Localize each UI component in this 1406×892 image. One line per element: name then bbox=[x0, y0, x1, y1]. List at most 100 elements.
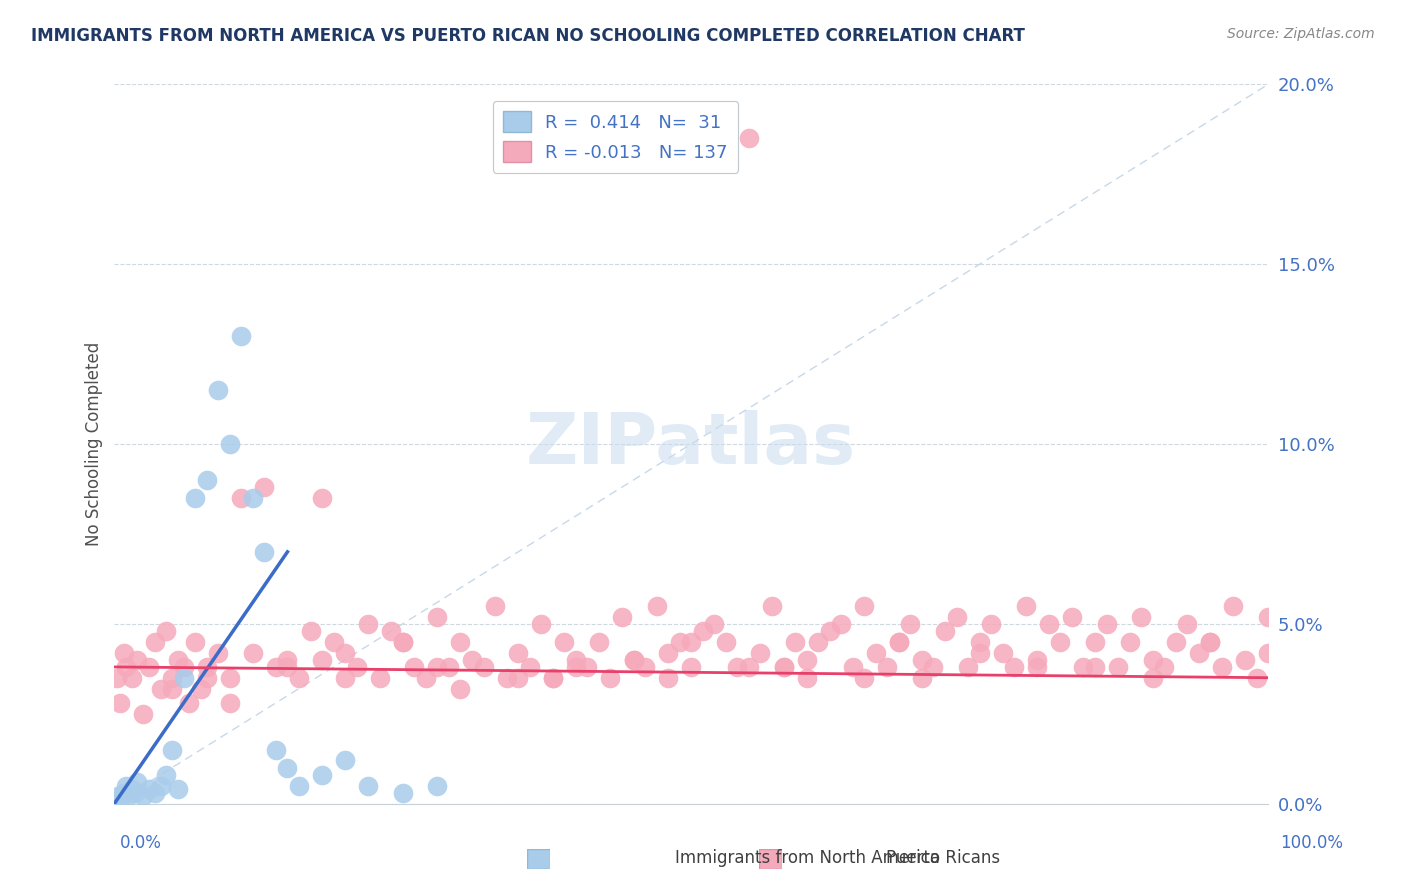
Point bbox=[231, 491, 253, 505]
Point bbox=[565, 660, 588, 674]
Point bbox=[911, 671, 934, 685]
Point bbox=[124, 786, 146, 800]
Text: Source: ZipAtlas.com: Source: ZipAtlas.com bbox=[1227, 27, 1375, 41]
Point bbox=[311, 491, 333, 505]
Point bbox=[1049, 634, 1071, 648]
Point bbox=[969, 646, 991, 660]
Point bbox=[623, 653, 645, 667]
Point bbox=[149, 681, 172, 696]
Point bbox=[623, 653, 645, 667]
Point bbox=[818, 624, 841, 638]
Point bbox=[167, 653, 190, 667]
Point bbox=[922, 660, 945, 674]
Point bbox=[495, 671, 517, 685]
Point bbox=[1060, 609, 1083, 624]
Point bbox=[853, 671, 876, 685]
Point bbox=[1164, 634, 1187, 648]
Point bbox=[138, 782, 160, 797]
Point bbox=[565, 653, 588, 667]
Point bbox=[668, 634, 690, 648]
Point bbox=[322, 634, 344, 648]
Text: IMMIGRANTS FROM NORTH AMERICA VS PUERTO RICAN NO SCHOOLING COMPLETED CORRELATION: IMMIGRANTS FROM NORTH AMERICA VS PUERTO … bbox=[31, 27, 1025, 45]
Point bbox=[541, 671, 564, 685]
Point bbox=[738, 660, 761, 674]
Point bbox=[1211, 660, 1233, 674]
Point bbox=[1084, 660, 1107, 674]
Point bbox=[772, 660, 794, 674]
Point bbox=[1026, 653, 1049, 667]
Point bbox=[160, 671, 183, 685]
Point bbox=[783, 634, 806, 648]
Point bbox=[276, 761, 298, 775]
Point bbox=[692, 624, 714, 638]
Point bbox=[1257, 609, 1279, 624]
Point bbox=[991, 646, 1014, 660]
Point bbox=[450, 681, 472, 696]
Point bbox=[264, 742, 287, 756]
Point bbox=[195, 660, 218, 674]
Point bbox=[1246, 671, 1268, 685]
Point bbox=[115, 779, 138, 793]
Point bbox=[207, 383, 229, 397]
Point bbox=[132, 789, 155, 804]
Point bbox=[657, 671, 679, 685]
Point bbox=[1038, 616, 1060, 631]
Point bbox=[887, 634, 910, 648]
Point bbox=[1073, 660, 1095, 674]
Point bbox=[218, 671, 240, 685]
Point bbox=[333, 753, 356, 767]
Text: Puerto Ricans: Puerto Ricans bbox=[886, 849, 1000, 867]
Point bbox=[357, 779, 380, 793]
Point bbox=[703, 616, 725, 631]
Point bbox=[108, 793, 131, 807]
Point bbox=[299, 624, 322, 638]
Point bbox=[530, 616, 553, 631]
Point bbox=[426, 779, 449, 793]
Point bbox=[121, 671, 143, 685]
Point bbox=[195, 671, 218, 685]
Point bbox=[1233, 653, 1256, 667]
Point bbox=[160, 742, 183, 756]
Point bbox=[426, 609, 449, 624]
Point bbox=[155, 768, 177, 782]
Point bbox=[461, 653, 484, 667]
Point bbox=[288, 779, 311, 793]
Point bbox=[1222, 599, 1244, 613]
Point bbox=[484, 599, 506, 613]
Legend: R =  0.414   N=  31, R = -0.013   N= 137: R = 0.414 N= 31, R = -0.013 N= 137 bbox=[492, 101, 738, 173]
Point bbox=[508, 646, 530, 660]
Text: 0.0%: 0.0% bbox=[120, 834, 162, 852]
Point bbox=[1095, 616, 1118, 631]
Point bbox=[887, 634, 910, 648]
Point bbox=[541, 671, 564, 685]
Point bbox=[311, 653, 333, 667]
Point bbox=[276, 660, 298, 674]
Point bbox=[841, 660, 863, 674]
Point bbox=[553, 634, 575, 648]
Point bbox=[1199, 634, 1222, 648]
Point bbox=[253, 480, 276, 494]
Point bbox=[761, 599, 783, 613]
Point bbox=[218, 437, 240, 451]
Point bbox=[1130, 609, 1153, 624]
Point bbox=[112, 646, 135, 660]
Point bbox=[112, 786, 135, 800]
Point bbox=[576, 660, 599, 674]
Point bbox=[127, 775, 149, 789]
Point bbox=[108, 696, 131, 710]
Point bbox=[357, 616, 380, 631]
Point bbox=[738, 131, 761, 145]
Point bbox=[179, 696, 201, 710]
Point bbox=[945, 609, 967, 624]
Point bbox=[934, 624, 956, 638]
Point bbox=[969, 634, 991, 648]
Point bbox=[167, 782, 190, 797]
Point bbox=[173, 660, 195, 674]
Point bbox=[1084, 634, 1107, 648]
Point bbox=[796, 653, 818, 667]
Point bbox=[207, 646, 229, 660]
Point bbox=[426, 660, 449, 674]
Text: 100.0%: 100.0% bbox=[1279, 834, 1343, 852]
Point bbox=[437, 660, 460, 674]
Point bbox=[333, 671, 356, 685]
